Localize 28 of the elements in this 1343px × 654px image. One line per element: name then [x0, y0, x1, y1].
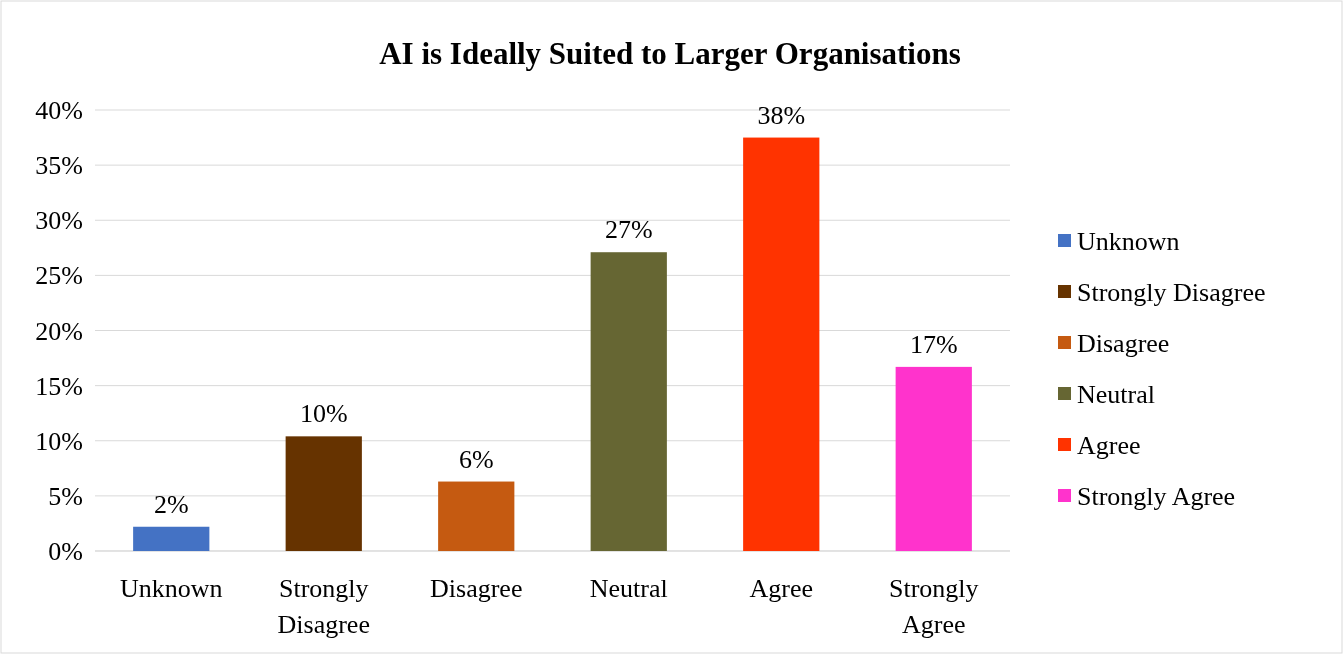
x-tick-label: Strongly Agree: [888, 574, 979, 639]
y-tick-label: 35%: [35, 151, 83, 181]
data-label: 6%: [458, 444, 494, 474]
y-tick-label: 30%: [35, 206, 83, 236]
y-tick-label: 0%: [48, 537, 83, 567]
data-label: 17%: [909, 329, 958, 359]
legend-label: Unknown: [1077, 227, 1180, 257]
legend-label: Strongly Disagree: [1077, 278, 1266, 308]
x-tick-label: Unknown: [119, 574, 223, 603]
y-tick-label: 5%: [48, 481, 83, 511]
data-label: 10%: [299, 399, 348, 429]
y-tick-label: 20%: [35, 316, 83, 346]
chart-title: AI is Ideally Suited to Larger Organisations: [379, 36, 961, 71]
x-tick-label: Neutral: [589, 574, 668, 603]
legend-label: Disagree: [1077, 329, 1170, 359]
legend-label: Agree: [1077, 431, 1141, 461]
y-tick-label: 25%: [35, 261, 83, 291]
x-tick-label: Agree: [749, 574, 814, 603]
y-tick-label: 40%: [35, 96, 83, 126]
data-label: 2%: [153, 489, 189, 519]
y-tick-label: 10%: [35, 426, 83, 456]
data-label: 27%: [604, 215, 653, 245]
legend-label: Strongly Agree: [1077, 482, 1236, 512]
legend-label: Neutral: [1077, 380, 1155, 410]
x-tick-label: Disagree: [430, 574, 523, 603]
data-label: 38%: [757, 100, 806, 130]
x-tick-label: Strongly Disagree: [277, 574, 370, 639]
y-tick-label: 15%: [35, 371, 83, 401]
